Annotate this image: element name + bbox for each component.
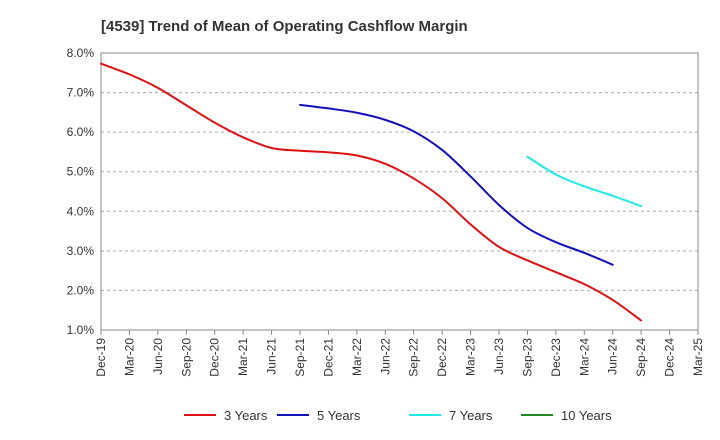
x-axis: Dec-19 Mar-20 Jun-20 Sep-20 Dec-20 Mar-21 Jun-… (94, 330, 705, 377)
series-line-3-years (101, 64, 641, 321)
legend-label-7-years: 7 Years (449, 408, 493, 423)
x-tick-label: Jun-24 (606, 338, 620, 375)
chart-title: [4539] Trend of Mean of Operating Cashfl… (101, 18, 468, 35)
grid-lines (101, 93, 698, 291)
x-tick-label: Dec-22 (435, 338, 449, 377)
chart: [4539] Trend of Mean of Operating Cashfl… (0, 0, 720, 440)
legend-label-10-years: 10 Years (561, 408, 612, 423)
legend: 3 Years 5 Years 7 Years 10 Years (184, 408, 612, 423)
series-line-5-years (300, 105, 613, 265)
legend-label-3-years: 3 Years (224, 408, 268, 423)
x-tick-label: Mar-21 (236, 338, 250, 376)
x-tick-label: Mar-20 (122, 338, 136, 376)
x-tick-label: Sep-23 (520, 338, 534, 377)
x-tick-label: Sep-22 (407, 338, 421, 377)
y-tick-label: 3.0% (67, 244, 95, 258)
y-axis: 1.0% 2.0% 3.0% 4.0% 5.0% 6.0% 7.0% 8.0% (67, 46, 95, 337)
x-tick-label: Jun-20 (151, 338, 165, 375)
x-tick-label: Dec-23 (549, 338, 563, 377)
y-tick-label: 8.0% (67, 46, 95, 60)
x-tick-label: Jun-22 (378, 338, 392, 375)
x-tick-label: Sep-20 (179, 338, 193, 377)
x-tick-label: Dec-20 (208, 338, 222, 377)
x-tick-label: Jun-21 (265, 338, 279, 375)
x-tick-label: Sep-24 (634, 338, 648, 377)
series-lines (101, 64, 641, 321)
legend-label-5-years: 5 Years (317, 408, 361, 423)
y-tick-label: 7.0% (67, 86, 95, 100)
x-tick-label: Dec-24 (663, 338, 677, 377)
y-tick-label: 6.0% (67, 125, 95, 139)
y-tick-label: 1.0% (67, 323, 95, 337)
x-tick-label: Mar-23 (464, 338, 478, 376)
series-line-7-years (527, 157, 641, 206)
y-tick-label: 4.0% (67, 204, 95, 218)
x-tick-label: Sep-21 (293, 338, 307, 377)
x-tick-label: Mar-22 (350, 338, 364, 376)
plot-area (101, 53, 698, 330)
x-tick-label: Mar-25 (691, 338, 705, 376)
x-tick-label: Mar-24 (577, 338, 591, 376)
x-tick-label: Dec-19 (94, 338, 108, 377)
y-tick-label: 2.0% (67, 283, 95, 297)
y-tick-label: 5.0% (67, 165, 95, 179)
x-tick-label: Dec-21 (321, 338, 335, 377)
x-tick-label: Jun-23 (492, 338, 506, 375)
